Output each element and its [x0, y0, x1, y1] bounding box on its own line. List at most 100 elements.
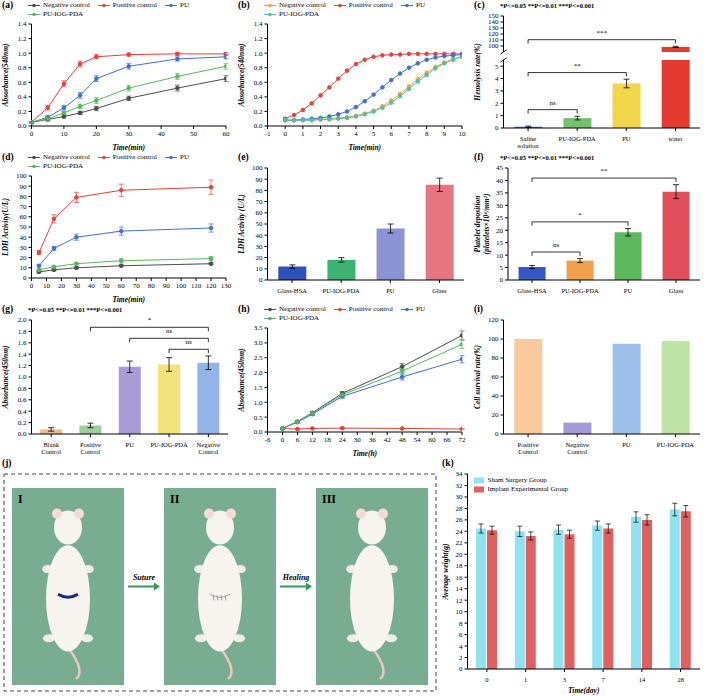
svg-text:10: 10	[60, 130, 68, 138]
svg-text:PU-IOG-PDA: PU-IOG-PDA	[561, 287, 599, 294]
svg-text:100: 100	[488, 335, 499, 343]
svg-text:1.5: 1.5	[254, 384, 263, 392]
svg-text:**: **	[601, 167, 609, 175]
svg-text:30: 30	[20, 244, 28, 252]
svg-text:0.4: 0.4	[18, 93, 27, 101]
svg-text:40: 40	[492, 392, 500, 400]
svg-text:1: 1	[524, 676, 527, 683]
svg-text:20: 20	[456, 551, 464, 559]
svg-text:40: 40	[20, 234, 28, 242]
svg-text:18: 18	[456, 562, 464, 570]
svg-text:1.0: 1.0	[18, 373, 27, 381]
svg-text:3.5: 3.5	[254, 324, 263, 332]
svg-text:100: 100	[252, 164, 263, 172]
svg-text:80: 80	[20, 193, 28, 201]
svg-text:72: 72	[459, 436, 467, 444]
svg-text:0: 0	[485, 676, 488, 683]
svg-text:6: 6	[390, 130, 394, 138]
svg-text:8: 8	[459, 620, 463, 628]
svg-text:0.8: 0.8	[254, 64, 263, 72]
svg-text:LDH Activity(U/L): LDH Activity(U/L)	[1, 198, 10, 257]
svg-text:70: 70	[20, 203, 28, 211]
svg-text:8: 8	[425, 130, 429, 138]
svg-text:ns: ns	[553, 241, 560, 249]
svg-text:2: 2	[319, 130, 323, 138]
svg-text:30: 30	[354, 436, 362, 444]
svg-text:10: 10	[456, 608, 464, 616]
svg-text:60: 60	[492, 373, 500, 381]
svg-text:2.5: 2.5	[254, 354, 263, 362]
svg-text:50: 50	[103, 282, 111, 290]
svg-text:0.0: 0.0	[254, 428, 263, 436]
svg-text:III: III	[322, 492, 336, 506]
svg-text:10: 10	[459, 130, 467, 138]
svg-text:6: 6	[459, 631, 463, 639]
svg-text:26: 26	[456, 516, 464, 524]
svg-text:Glass: Glass	[669, 287, 684, 294]
svg-text:60: 60	[20, 213, 28, 221]
svg-text:10: 10	[43, 282, 51, 290]
svg-text:1: 1	[495, 112, 499, 120]
svg-text:PositiveControl: PositiveControl	[518, 441, 539, 456]
svg-text:28: 28	[677, 676, 684, 683]
svg-text:130: 130	[221, 282, 232, 290]
svg-text:34: 34	[456, 470, 464, 478]
svg-text:1.2: 1.2	[254, 35, 263, 43]
svg-text:16: 16	[456, 574, 464, 582]
svg-text:50: 50	[256, 220, 264, 228]
svg-text:ns: ns	[166, 327, 173, 335]
svg-text:90: 90	[20, 183, 28, 191]
svg-text:30: 30	[256, 243, 264, 251]
svg-text:PU: PU	[386, 287, 395, 294]
svg-text:20: 20	[58, 282, 66, 290]
svg-text:0.6: 0.6	[18, 396, 27, 404]
svg-text:0: 0	[30, 282, 34, 290]
svg-text:7: 7	[407, 130, 411, 138]
svg-text:22: 22	[456, 539, 464, 547]
svg-text:40: 40	[256, 232, 264, 240]
svg-text:I: I	[18, 492, 23, 506]
svg-text:1.2: 1.2	[18, 362, 27, 370]
svg-text:70: 70	[133, 282, 141, 290]
svg-text:0: 0	[281, 436, 285, 444]
svg-text:30: 30	[73, 282, 81, 290]
svg-text:Platelet deposition(platelets×: Platelet deposition(platelets×10⁴/mm²)	[473, 193, 491, 254]
svg-text:0: 0	[459, 665, 463, 673]
svg-text:66: 66	[444, 436, 452, 444]
svg-text:Time(day): Time(day)	[568, 686, 600, 695]
svg-text:28: 28	[456, 505, 464, 513]
svg-text:4: 4	[354, 130, 358, 138]
svg-text:20: 20	[93, 130, 101, 138]
svg-text:30: 30	[456, 493, 464, 501]
svg-text:LDH Activity (U/L): LDH Activity (U/L)	[237, 194, 246, 255]
svg-text:0: 0	[495, 124, 499, 132]
svg-text:Absorbance(450nm): Absorbance(450nm)	[1, 345, 10, 409]
svg-text:1.6: 1.6	[18, 339, 27, 347]
svg-text:PU-IOG-PDA: PU-IOG-PDA	[150, 441, 188, 448]
svg-text:PU: PU	[126, 441, 135, 448]
svg-text:4: 4	[495, 75, 499, 83]
svg-text:PU-IOG-PDA: PU-IOG-PDA	[559, 135, 597, 142]
svg-text:Time(min): Time(min)	[112, 143, 145, 152]
svg-text:2: 2	[495, 100, 499, 108]
svg-text:Suture: Suture	[133, 573, 156, 582]
svg-text:42: 42	[384, 436, 392, 444]
svg-text:60: 60	[429, 436, 437, 444]
svg-text:12: 12	[456, 597, 464, 605]
svg-text:40: 40	[496, 177, 504, 185]
svg-text:2.0: 2.0	[18, 316, 27, 324]
svg-text:3: 3	[495, 87, 499, 95]
svg-text:0.0: 0.0	[18, 430, 27, 438]
svg-text:Average weight(g): Average weight(g)	[441, 543, 450, 600]
svg-text:32: 32	[456, 482, 464, 490]
svg-text:0.4: 0.4	[18, 408, 27, 416]
svg-text:1.4: 1.4	[18, 20, 27, 28]
svg-text:0.2: 0.2	[18, 108, 27, 116]
svg-text:5: 5	[495, 63, 499, 71]
svg-text:3.0: 3.0	[254, 339, 263, 347]
svg-text:20: 20	[496, 227, 504, 235]
svg-text:110: 110	[191, 282, 202, 290]
svg-text:24: 24	[456, 528, 464, 536]
svg-text:ns: ns	[186, 338, 193, 346]
svg-text:7: 7	[602, 676, 606, 683]
